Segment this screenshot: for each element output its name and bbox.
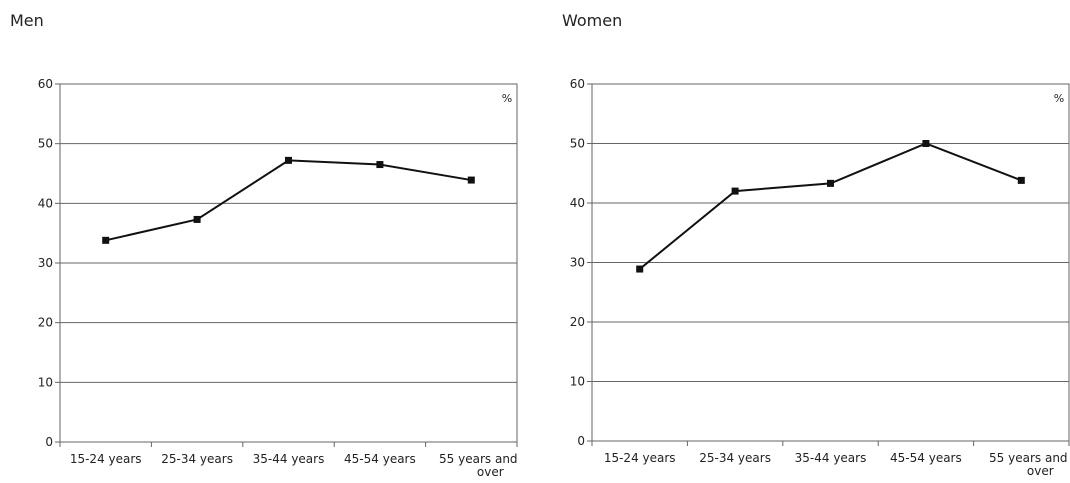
women-y-tick-label-40: 40 — [570, 196, 585, 210]
men-y-tick-label-50: 50 — [38, 137, 53, 151]
men-y-tick-label-60: 60 — [38, 77, 53, 91]
men-unit-label: % — [502, 92, 512, 105]
chart-title-men: Men — [10, 11, 44, 30]
men-x-tick-label-3: 45-54 years — [344, 452, 416, 466]
women-y-tick-label-10: 10 — [570, 375, 585, 389]
women-data-point-1 — [731, 187, 739, 195]
women-x-tick-label-1: 25-34 years — [699, 451, 771, 465]
men-data-point-4 — [467, 176, 475, 184]
women-x-tick-label-4: 55 years and over — [989, 451, 1068, 478]
women-series-line — [639, 142, 1022, 270]
women-y-tick-label-60: 60 — [570, 77, 585, 91]
women-data-point-0 — [636, 265, 644, 273]
women-y-tick-label-50: 50 — [570, 137, 585, 151]
men-y-tick-label-10: 10 — [38, 375, 53, 389]
women-y-tick-label-30: 30 — [570, 256, 585, 270]
women-x-tick-label-2: 35-44 years — [795, 451, 867, 465]
women-data-point-3 — [922, 140, 930, 147]
women-data-point-2 — [827, 179, 834, 187]
women-unit-label: % — [1054, 92, 1064, 105]
men-y-tick-label-30: 30 — [38, 256, 53, 270]
women-y-tick-label-20: 20 — [570, 315, 585, 329]
men-x-tick-label-1: 25-34 years — [161, 452, 233, 466]
men-x-tick-label-4: 55 years and over — [439, 452, 518, 479]
women-x-tick-label-0: 15-24 years — [604, 451, 676, 465]
men-y-tick-label-0: 0 — [45, 435, 53, 449]
chart-title-women: Women — [562, 11, 623, 30]
men-data-point-2 — [285, 156, 292, 164]
men-data-point-3 — [376, 161, 384, 169]
women-data-point-4 — [1017, 176, 1025, 184]
women-x-tick-label-3: 45-54 years — [890, 451, 962, 465]
women-y-tick-label-0: 0 — [577, 434, 585, 448]
men-data-point-0 — [102, 236, 110, 244]
men-plot-area — [59, 83, 518, 443]
women-plot-area — [591, 83, 1070, 442]
men-data-point-1 — [193, 215, 201, 223]
men-x-tick-label-0: 15-24 years — [70, 452, 142, 466]
men-y-tick-label-40: 40 — [38, 196, 53, 210]
men-x-tick-label-2: 35-44 years — [253, 452, 325, 466]
men-y-tick-label-20: 20 — [38, 316, 53, 330]
